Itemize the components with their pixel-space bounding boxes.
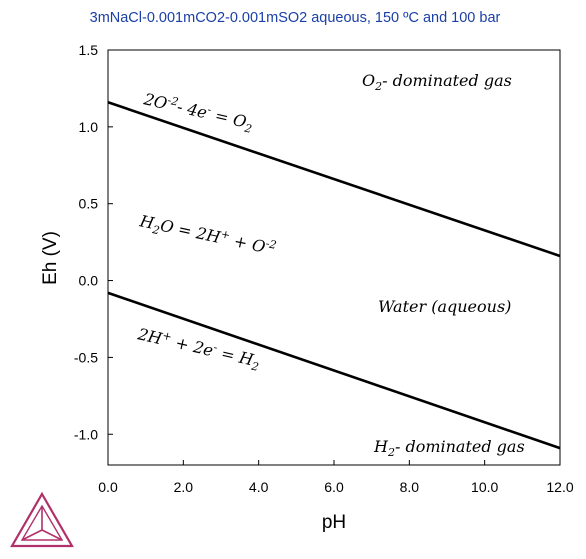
annotation-o2-region: O2- dominated gas — [362, 71, 512, 93]
series-line-lower-h2 — [107, 291, 561, 450]
x-tick-label: 10.0 — [471, 479, 498, 495]
thermo-calc-logo-icon — [10, 491, 74, 548]
x-axis-title: pH — [322, 512, 346, 533]
annotation-water-region: Water (aqueous) — [378, 297, 511, 316]
x-tick-label: 12.0 — [546, 479, 573, 495]
annotation-h2-line: 2H+ + 2e- = H2 — [134, 323, 262, 374]
y-tick-label: 1.0 — [79, 119, 99, 135]
axis-ticks: 0.0 2.0 4.0 6.0 8.0 10.0 12.0 1.5 1.0 0.5 0.0 -0.5 -… — [74, 42, 574, 495]
y-tick-label: 0.5 — [79, 196, 99, 212]
x-tick-label: 4.0 — [249, 479, 269, 495]
chart-title: 3mNaCl-0.001mCO2-0.001mSO2 aqueous, 150 … — [90, 10, 501, 26]
x-tick-label: 0.0 — [98, 479, 118, 495]
x-tick-label: 2.0 — [174, 479, 194, 495]
y-axis-title: Eh (V) — [40, 231, 61, 285]
y-tick-label: -1.0 — [74, 426, 98, 442]
series-group — [107, 101, 561, 450]
series-line-upper-o2 — [107, 101, 561, 258]
y-tick-label: -0.5 — [74, 349, 98, 365]
annotation-h2-region: H2- dominated gas — [373, 437, 525, 459]
x-tick-label: 6.0 — [324, 479, 344, 495]
y-tick-label: 0.0 — [79, 273, 99, 289]
y-tick-label: 1.5 — [79, 42, 99, 58]
plot-area: 0.0 2.0 4.0 6.0 8.0 10.0 12.0 1.5 1.0 0.5 0.0 -0.5 -… — [74, 42, 574, 495]
annotation-o2-line: 2O-2- 4e- = O2 — [140, 88, 255, 136]
annotation-water-line: H2O = 2H+ + O-2 — [137, 210, 278, 261]
x-tick-label: 8.0 — [400, 479, 420, 495]
